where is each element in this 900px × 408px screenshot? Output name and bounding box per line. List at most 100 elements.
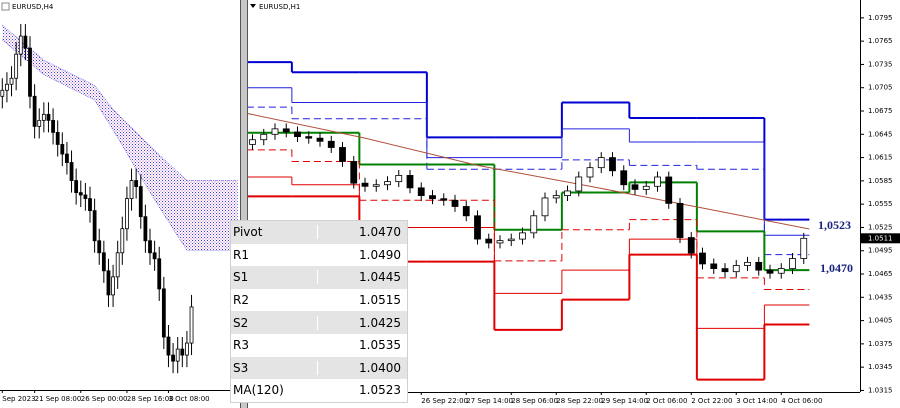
- chart-title: EURUSD,H1: [259, 3, 300, 11]
- y-tick-label: 1.0765: [868, 37, 893, 45]
- table-row: S1 1.0445: [231, 266, 407, 289]
- cell: 1.0425: [359, 315, 401, 330]
- candle-body: [710, 263, 718, 269]
- candle-body: [496, 240, 504, 244]
- annotation: 1,0523: [818, 218, 851, 232]
- x-tick-label: 3 Oct 14:00: [736, 397, 777, 405]
- candle-body: [78, 192, 83, 196]
- cell: R3: [231, 338, 318, 353]
- y-tick-label: 1.0795: [868, 14, 893, 22]
- candle-body: [148, 240, 152, 254]
- candle-body: [69, 162, 74, 181]
- x-tick-label: 26 Sep 00:00: [81, 395, 128, 403]
- candle-body: [171, 354, 175, 362]
- candle-body: [101, 252, 106, 272]
- candle-body: [575, 176, 583, 192]
- cell: 1.0535: [359, 338, 401, 353]
- candle-body: [395, 175, 403, 183]
- cell: S3: [231, 360, 318, 375]
- y-tick-label: 1.0735: [868, 60, 893, 68]
- candle-body: [631, 184, 639, 190]
- candle-body: [9, 77, 14, 85]
- candle-body: [0, 89, 5, 97]
- moving-average: [248, 113, 810, 230]
- x-tick-label: 27 Sep 14:00: [466, 397, 513, 405]
- candle-body: [417, 187, 425, 197]
- candle-body: [327, 140, 335, 148]
- candle-body: [609, 157, 616, 172]
- cell: R1: [231, 247, 318, 262]
- plot-layer: Sep 2023 21 Sep 08:00 26 Sep 00:00 28 Sep 1…: [0, 14, 900, 405]
- plot-area: [0, 24, 238, 374]
- candle-body: [541, 197, 549, 217]
- candle-body: [41, 113, 46, 121]
- y-tick-label: 1.0525: [868, 223, 893, 231]
- candle-body: [157, 258, 162, 290]
- y-tick-label: 1.0675: [868, 107, 893, 115]
- annotation: 1,0470: [820, 261, 853, 275]
- candle-body: [462, 206, 470, 217]
- candle-body: [106, 270, 111, 296]
- y-tick-label: 1.0705: [868, 84, 893, 92]
- candle-body: [282, 128, 290, 133]
- table-row: R3 1.0535: [231, 334, 407, 357]
- candle-body: [676, 202, 684, 238]
- y-tick-label: 1.0645: [868, 130, 893, 138]
- candle-body: [519, 232, 526, 240]
- table-row: S3 1.0400: [231, 356, 407, 380]
- candle-body: [766, 269, 774, 274]
- candle-body: [687, 237, 695, 254]
- candle-body: [361, 182, 369, 187]
- x-tick-label: 2 Oct 06:00: [646, 397, 687, 405]
- candle-body: [305, 136, 313, 139]
- x-tick-label: 26 Sep 22:00: [421, 397, 468, 405]
- candle-body: [564, 190, 571, 197]
- y-tick-label: 1.0555: [868, 200, 893, 208]
- cell: 1.0490: [359, 247, 401, 262]
- cell: 1.0470: [359, 225, 401, 240]
- y-tick-label: 1.0585: [868, 177, 893, 185]
- candle-body: [74, 180, 79, 193]
- symbol-icon: [1, 2, 10, 11]
- cell: Pivot: [231, 225, 318, 240]
- candle-body: [5, 83, 9, 91]
- candle-body: [55, 132, 60, 145]
- candle-body: [32, 95, 37, 127]
- chart-title: EURUSD,H4: [12, 3, 54, 11]
- candle-body: [440, 198, 448, 201]
- candle-body: [800, 237, 808, 259]
- candle-body: [721, 268, 729, 273]
- table-row: R1 1.0490: [231, 244, 407, 267]
- cell: S1: [231, 270, 318, 285]
- candle-body: [744, 261, 751, 266]
- candle-body: [65, 153, 69, 163]
- candle-body: [654, 176, 661, 187]
- candle-body: [185, 342, 189, 356]
- candle-body: [597, 157, 605, 169]
- candle-body: [115, 252, 120, 278]
- candle-body: [642, 185, 650, 190]
- x-tick-label: 28 Sep 06:00: [511, 397, 558, 405]
- x-tick-label: 21 Sep 08:00: [35, 395, 82, 403]
- candle-body: [372, 184, 380, 187]
- candle-body: [699, 252, 706, 265]
- candle-body: [789, 258, 796, 269]
- candle-body: [60, 144, 65, 155]
- candle-body: [14, 53, 19, 79]
- candle-body: [507, 238, 515, 242]
- candle-body: [620, 170, 628, 186]
- table-row: Pivot 1.0470: [231, 221, 407, 244]
- candle-body: [51, 119, 55, 133]
- candle-body: [485, 238, 493, 244]
- cell: R2: [231, 293, 318, 308]
- cell: S2: [231, 315, 318, 330]
- candle-body: [249, 139, 256, 145]
- cell: 1.0523: [359, 383, 401, 398]
- y-tick-label: 1.0465: [868, 270, 893, 278]
- x-tick-label: 3 Oct 08:00: [168, 395, 209, 403]
- splitter: [240, 0, 248, 408]
- candle-body: [134, 180, 139, 187]
- candle-body: [755, 261, 763, 271]
